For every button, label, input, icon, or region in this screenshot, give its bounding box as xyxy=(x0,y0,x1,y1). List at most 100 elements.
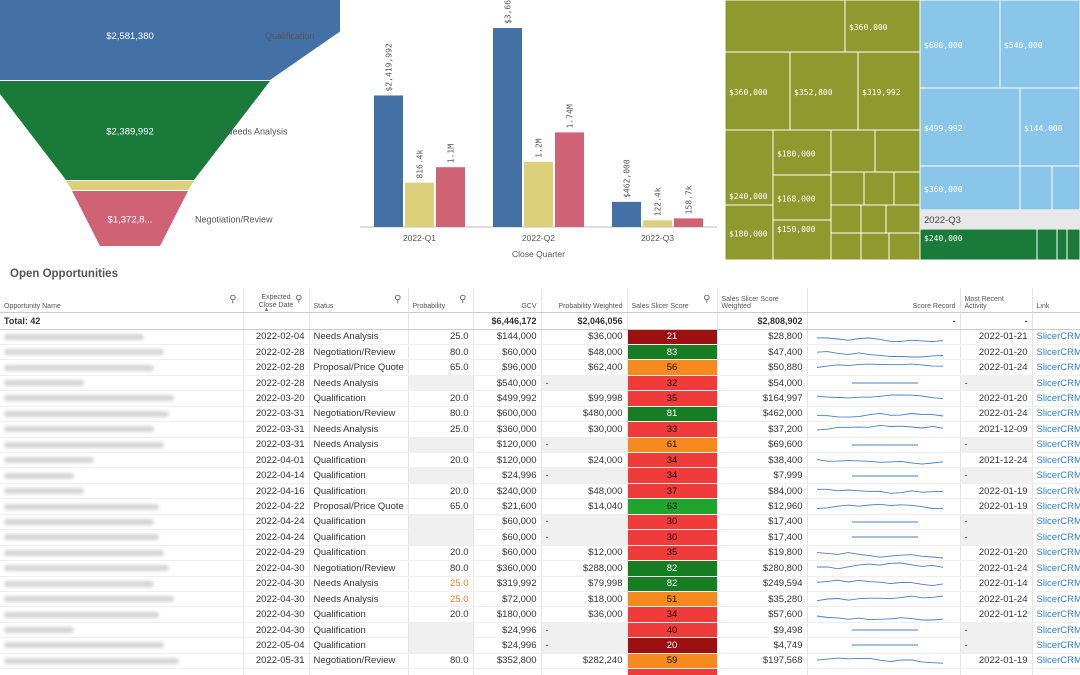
col-opportunity-name[interactable]: Opportunity Name ⚲ xyxy=(0,288,244,313)
table-row[interactable]: 2022-04-30 Needs Analysis 25.0 $72,000 $18,0… xyxy=(0,591,1080,608)
search-icon[interactable]: ⚲ xyxy=(703,294,711,305)
treemap-tile[interactable] xyxy=(893,171,921,206)
treemap-tile[interactable] xyxy=(844,0,921,53)
search-icon[interactable]: ⚲ xyxy=(459,294,467,305)
bar[interactable] xyxy=(612,201,641,227)
table-row[interactable]: 2022-04-30 Qualification $24,996-40 $9,498-… xyxy=(0,622,1080,639)
col-probability[interactable]: Probability ⚲ xyxy=(408,288,474,313)
table-row[interactable]: 2022-02-28 Needs Analysis $540,000-32 $54,0… xyxy=(0,375,1080,392)
opportunity-name[interactable] xyxy=(0,653,244,670)
funnel-segment[interactable] xyxy=(0,0,340,80)
opportunities-table[interactable]: Opportunity Name ⚲ Expected Close Date ⚲ ▲ … xyxy=(0,288,1080,675)
crm-link[interactable]: SlicerCRM xyxy=(1032,421,1080,438)
crm-link[interactable]: SlicerCRM xyxy=(1032,406,1080,423)
bar[interactable] xyxy=(524,161,553,227)
crm-link[interactable]: SlicerCRM xyxy=(1032,390,1080,407)
treemap-tile[interactable] xyxy=(919,228,1038,261)
crm-link[interactable]: SlicerCRM xyxy=(1032,359,1080,376)
table-row[interactable]: 2022-02-28 Proposal/Price Quote 65.0 $96,00… xyxy=(0,359,1080,376)
treemap-tile[interactable] xyxy=(725,0,846,53)
treemap-tile[interactable] xyxy=(830,232,862,261)
bar[interactable] xyxy=(674,218,703,227)
col-sales-slicer-score[interactable]: Sales Slicer Score ⚲ xyxy=(627,288,718,313)
table-row[interactable]: 2022-05-04 Qualification $24,996-20 $4,749-… xyxy=(0,637,1080,654)
col-gcv[interactable]: GCV xyxy=(473,288,542,313)
table-row[interactable]: 2022-03-20 Qualification 20.0 $499,992 $99,9… xyxy=(0,390,1080,407)
treemap-tile[interactable] xyxy=(830,204,862,234)
crm-link[interactable]: SlicerCRM xyxy=(1032,514,1080,531)
table-row[interactable]: 2022-02-28 Negotiation/Review 80.0 $60,000 $… xyxy=(0,344,1080,361)
opportunity-name[interactable] xyxy=(0,421,244,438)
table-row[interactable]: 2022-03-31 Negotiation/Review 80.0 $600,000… xyxy=(0,406,1080,423)
treemap-tile[interactable] xyxy=(830,171,865,206)
table-row[interactable] xyxy=(0,668,1080,675)
table-row[interactable]: 2022-02-04 Needs Analysis 25.0 $144,000 $36,… xyxy=(0,329,1080,345)
table-row[interactable]: 2022-04-01 Qualification 20.0 $120,000 $24,0… xyxy=(0,452,1080,469)
treemap-tile[interactable] xyxy=(919,165,1021,211)
crm-link[interactable]: SlicerCRM xyxy=(1032,591,1080,608)
crm-link[interactable]: SlicerCRM xyxy=(1032,483,1080,500)
table-row[interactable]: 2022-04-30 Qualification 20.0 $180,000 $36,0… xyxy=(0,606,1080,623)
crm-link[interactable]: SlicerCRM xyxy=(1032,375,1080,392)
treemap-tile[interactable] xyxy=(863,171,895,206)
treemap-tile[interactable] xyxy=(1019,87,1080,167)
treemap-tile[interactable] xyxy=(830,129,876,173)
opportunity-name[interactable] xyxy=(0,606,244,623)
search-icon[interactable]: ⚲ xyxy=(229,294,237,305)
opportunity-name[interactable] xyxy=(0,545,244,562)
treemap-tile[interactable] xyxy=(860,204,887,234)
table-row[interactable]: 2022-04-16 Qualification 20.0 $240,000 $48,0… xyxy=(0,483,1080,500)
crm-link[interactable]: SlicerCRM xyxy=(1032,653,1080,670)
bar[interactable] xyxy=(493,28,522,227)
opportunity-name[interactable] xyxy=(0,437,244,454)
crm-link[interactable]: SlicerCRM xyxy=(1032,622,1080,639)
col-sales-slicer-score-weighted[interactable]: Sales Slicer Score Weighted xyxy=(717,288,808,313)
opportunity-name[interactable] xyxy=(0,406,244,423)
crm-link[interactable]: SlicerCRM xyxy=(1032,560,1080,577)
col-score-record[interactable]: Score Record xyxy=(807,288,961,313)
funnel-segment[interactable] xyxy=(72,191,188,246)
treemap-tile[interactable] xyxy=(999,0,1080,89)
opportunity-name[interactable] xyxy=(0,344,244,361)
opportunity-name[interactable] xyxy=(0,637,244,654)
treemap-tile[interactable] xyxy=(885,204,921,234)
col-most-recent-activity[interactable]: Most Recent Activity xyxy=(960,288,1033,313)
crm-link[interactable]: SlicerCRM xyxy=(1032,329,1080,345)
crm-link[interactable]: SlicerCRM xyxy=(1032,576,1080,592)
search-icon[interactable]: ⚲ xyxy=(394,294,402,305)
opportunity-name[interactable] xyxy=(0,560,244,577)
opportunity-name[interactable] xyxy=(0,514,244,531)
table-row[interactable]: 2022-04-22 Proposal/Price Quote 65.0 $21,60… xyxy=(0,498,1080,515)
treemap-tile[interactable] xyxy=(874,129,921,173)
opportunity-name[interactable] xyxy=(0,483,244,500)
funnel-segment[interactable] xyxy=(0,81,270,180)
treemap-tile[interactable] xyxy=(1056,228,1068,261)
table-row[interactable]: 2022-04-14 Qualification $24,996-34 $7,999-… xyxy=(0,467,1080,484)
opportunity-name[interactable] xyxy=(0,498,244,515)
crm-link[interactable] xyxy=(1032,668,1080,675)
crm-link[interactable]: SlicerCRM xyxy=(1032,467,1080,484)
table-row[interactable]: 2022-04-29 Qualification 20.0 $60,000 $12,00… xyxy=(0,545,1080,562)
opportunity-name[interactable] xyxy=(0,529,244,546)
opportunity-name[interactable] xyxy=(0,668,244,675)
bar[interactable] xyxy=(555,132,584,227)
treemap-tile[interactable] xyxy=(1051,165,1080,211)
opportunity-name[interactable] xyxy=(0,375,244,392)
treemap-tile[interactable] xyxy=(1036,228,1058,261)
crm-link[interactable]: SlicerCRM xyxy=(1032,545,1080,562)
funnel-segment[interactable] xyxy=(66,181,194,190)
bar[interactable] xyxy=(643,220,672,227)
opportunity-name[interactable] xyxy=(0,329,244,345)
col-status[interactable]: Status ⚲ xyxy=(309,288,409,313)
opportunity-name[interactable] xyxy=(0,359,244,376)
treemap-tile[interactable] xyxy=(1019,165,1053,211)
table-row[interactable]: 2022-04-30 Needs Analysis 25.0 $319,992 $79,… xyxy=(0,576,1080,592)
treemap-tile[interactable] xyxy=(888,232,921,261)
opportunity-name[interactable] xyxy=(0,622,244,639)
bar[interactable] xyxy=(405,182,434,227)
bar[interactable] xyxy=(374,95,403,227)
opportunity-name[interactable] xyxy=(0,390,244,407)
table-row[interactable]: 2022-05-31 Negotiation/Review 80.0 $352,800… xyxy=(0,653,1080,670)
crm-link[interactable]: SlicerCRM xyxy=(1032,498,1080,515)
table-row[interactable]: 2022-03-31 Needs Analysis $120,000-61 $69,6… xyxy=(0,437,1080,454)
